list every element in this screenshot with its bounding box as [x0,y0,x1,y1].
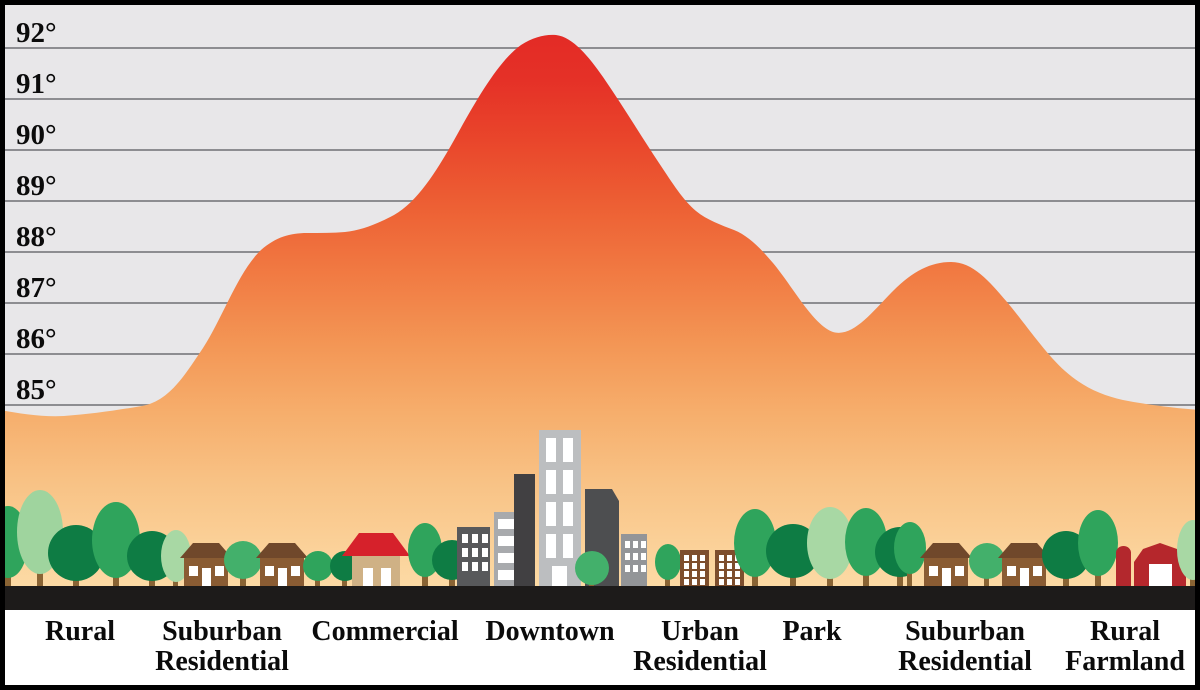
label-downtown: Downtown [485,616,615,647]
label-suburban-right-1: Suburban [905,616,1025,647]
label-suburban-left-2: Residential [155,646,289,677]
tick-90: 90° [16,119,57,151]
skyline-illustration [0,430,1200,588]
urban-residential-block [655,544,744,588]
house-door [202,568,211,588]
suburban-residential-right [894,522,1050,588]
label-urban-2: Residential [633,646,767,677]
tick-89: 89° [16,170,57,202]
barn-door [1149,564,1172,588]
tick-87: 87° [16,272,57,304]
label-farmland-2: Farmland [1065,646,1185,677]
store-building [352,556,400,588]
tick-85: 85° [16,374,57,406]
rural-trees [0,490,191,588]
tick-91: 91° [16,68,57,100]
temperature-curve [0,34,1200,621]
label-commercial: Commercial [311,616,458,647]
label-suburban-left-1: Suburban [162,616,282,647]
tick-92: 92° [16,17,57,49]
suburban-residential-left [180,541,360,588]
tower-door [552,566,567,588]
label-suburban-right-2: Residential [898,646,1032,677]
tick-86: 86° [16,323,57,355]
downtown-skyline [457,430,647,588]
label-park: Park [782,616,842,647]
ground-strip [0,586,1200,610]
label-urban-1: Urban [661,616,739,647]
label-farmland-1: Rural [1090,616,1160,647]
rural-farmland [1042,510,1200,588]
label-band [4,610,1196,686]
silo [1116,552,1131,588]
y-axis-labels: 92° 91° 90° 89° 88° 87° 86° 85° [16,17,57,406]
tick-88: 88° [16,221,57,253]
label-rural: Rural [45,616,115,647]
store-roof [342,533,410,556]
x-axis-labels: Rural Suburban Residential Commercial Do… [45,616,1185,677]
